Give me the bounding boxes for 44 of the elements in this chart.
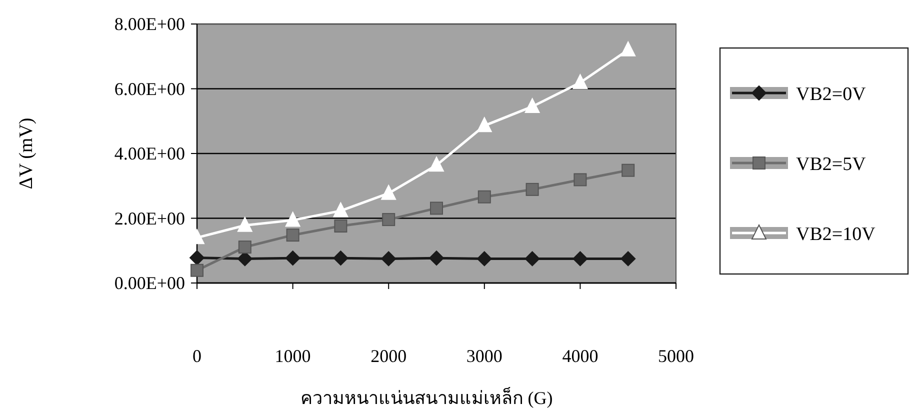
- point: [429, 156, 444, 172]
- y-tick-label: 8.00E+00: [114, 14, 185, 34]
- point: [572, 74, 588, 90]
- point: [285, 212, 300, 227]
- point: [478, 190, 491, 204]
- point: [238, 240, 252, 254]
- point: [286, 228, 300, 242]
- point: [524, 251, 540, 266]
- legend-label: VB2=0V: [796, 84, 866, 105]
- point: [237, 216, 252, 232]
- x-tick-label: 4000: [562, 346, 598, 366]
- point: [574, 173, 587, 186]
- point: [476, 117, 492, 132]
- point: [190, 250, 204, 266]
- point: [285, 250, 300, 266]
- point: [620, 251, 636, 266]
- point: [526, 182, 539, 196]
- x-tick-label: 1000: [274, 346, 311, 366]
- x-tick-label: 0: [192, 346, 202, 366]
- point: [622, 164, 635, 177]
- point: [382, 213, 396, 226]
- point: [381, 251, 396, 266]
- point: [381, 184, 396, 200]
- legend-label: VB2=5V: [796, 154, 866, 175]
- point: [333, 202, 348, 218]
- y-tick-label: 4.00E+00: [114, 144, 185, 164]
- point: [334, 220, 348, 233]
- x-tick-label: 5000: [658, 346, 694, 366]
- x-tick-label: 3000: [466, 346, 502, 366]
- point: [476, 251, 492, 266]
- point: [620, 41, 636, 56]
- y-axis-title: ΔV (mV): [16, 118, 37, 190]
- point: [333, 250, 348, 266]
- point: [572, 251, 588, 266]
- point: [430, 202, 443, 215]
- point: [190, 264, 204, 277]
- point: [524, 98, 540, 114]
- y-tick-label: 6.00E+00: [114, 78, 185, 99]
- x-tick-label: 2000: [370, 346, 407, 366]
- point: [429, 250, 444, 266]
- legend-label: VB2=10V: [796, 224, 876, 245]
- x-axis-title: ความหนาแน่นสนามแม่เหล็ก (G): [300, 386, 553, 408]
- y-tick-label: 2.00E+00: [114, 208, 185, 228]
- y-tick-label: 0.00E+00: [114, 273, 185, 293]
